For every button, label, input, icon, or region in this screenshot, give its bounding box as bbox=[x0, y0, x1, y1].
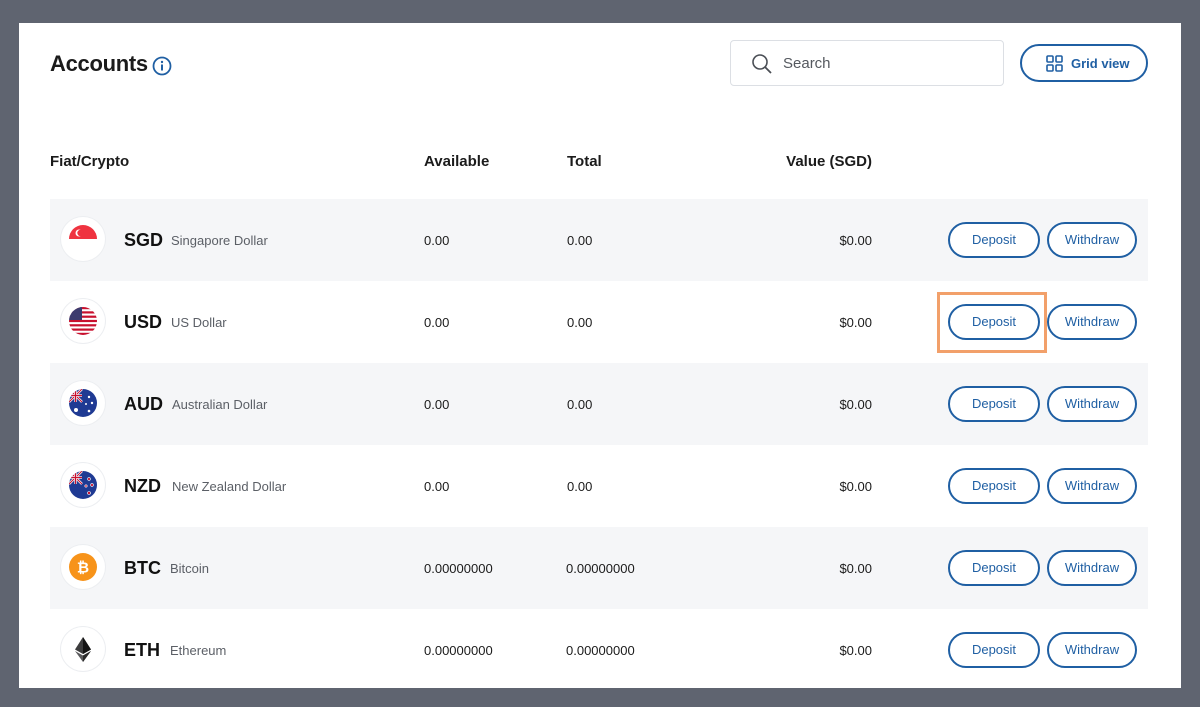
currency-name: Australian Dollar bbox=[172, 397, 268, 412]
search-placeholder: Search bbox=[783, 55, 831, 72]
available-amount: 0.00000000 bbox=[424, 561, 493, 576]
table-row: ₿ BTC Bitcoin 0.00000000 0.00000000 $0.0… bbox=[50, 527, 1148, 609]
currency-name: Ethereum bbox=[170, 643, 227, 658]
value-amount: $0.00 bbox=[839, 397, 872, 412]
available-amount: 0.00000000 bbox=[424, 643, 493, 658]
australia-flag-icon bbox=[61, 381, 105, 425]
value-amount: $0.00 bbox=[839, 479, 872, 494]
column-header-value[interactable]: Value (SGD) bbox=[786, 153, 872, 170]
column-header-available[interactable]: Available bbox=[424, 153, 490, 170]
currency-name: US Dollar bbox=[171, 315, 227, 330]
withdraw-button[interactable]: Withdraw bbox=[1047, 386, 1137, 422]
currency-name: New Zealand Dollar bbox=[172, 479, 287, 494]
available-amount: 0.00 bbox=[424, 479, 450, 494]
withdraw-button[interactable]: Withdraw bbox=[1047, 550, 1137, 586]
accounts-table: SGD Singapore Dollar 0.00 0.00 $0.00 Dep… bbox=[50, 199, 1148, 688]
currency-code: SGD bbox=[124, 230, 164, 250]
singapore-flag-icon bbox=[61, 217, 105, 261]
deposit-button[interactable]: Deposit bbox=[948, 550, 1040, 586]
deposit-button[interactable]: Deposit bbox=[948, 632, 1040, 668]
currency-code: NZD bbox=[124, 476, 161, 496]
table-row: SGD Singapore Dollar 0.00 0.00 $0.00 Dep… bbox=[50, 199, 1148, 281]
currency-code: AUD bbox=[124, 394, 163, 414]
total-amount: 0.00 bbox=[567, 315, 593, 330]
withdraw-button[interactable]: Withdraw bbox=[1047, 222, 1137, 258]
grid-icon bbox=[1046, 55, 1063, 72]
available-amount: 0.00 bbox=[424, 315, 450, 330]
total-amount: 0.00 bbox=[567, 397, 593, 412]
withdraw-button[interactable]: Withdraw bbox=[1047, 468, 1137, 504]
value-amount: $0.00 bbox=[839, 233, 872, 248]
available-amount: 0.00 bbox=[424, 233, 450, 248]
currency-name: Singapore Dollar bbox=[171, 233, 268, 248]
total-amount: 0.00 bbox=[567, 479, 593, 494]
deposit-button[interactable]: Deposit bbox=[948, 304, 1040, 340]
value-amount: $0.00 bbox=[839, 561, 872, 576]
available-amount: 0.00 bbox=[424, 397, 450, 412]
info-icon[interactable] bbox=[152, 56, 172, 76]
bitcoin-icon: ₿ bbox=[61, 545, 105, 589]
table-row: ETH Ethereum 0.00000000 0.00000000 $0.00… bbox=[50, 609, 1148, 688]
value-amount: $0.00 bbox=[839, 643, 872, 658]
column-header-asset[interactable]: Fiat/Crypto bbox=[50, 153, 130, 170]
value-amount: $0.00 bbox=[839, 315, 872, 330]
search-input[interactable]: Search bbox=[730, 40, 1004, 86]
table-row: AUD Australian Dollar 0.00 0.00 $0.00 De… bbox=[50, 363, 1148, 445]
currency-name: Bitcoin bbox=[170, 561, 210, 576]
grid-view-button[interactable]: Grid view bbox=[1020, 44, 1148, 82]
column-header-total[interactable]: Total bbox=[567, 153, 602, 170]
currency-code: BTC bbox=[124, 558, 161, 578]
deposit-button[interactable]: Deposit bbox=[948, 468, 1040, 504]
grid-view-label: Grid view bbox=[1071, 56, 1130, 71]
withdraw-button[interactable]: Withdraw bbox=[1047, 632, 1137, 668]
ethereum-icon bbox=[61, 627, 105, 671]
table-row: NZD New Zealand Dollar 0.00 0.00 $0.00 D… bbox=[50, 445, 1148, 527]
currency-code: USD bbox=[124, 312, 163, 332]
svg-text:₿: ₿ bbox=[77, 559, 89, 577]
search-icon bbox=[752, 54, 772, 74]
withdraw-button[interactable]: Withdraw bbox=[1047, 304, 1137, 340]
total-amount: 0.00000000 bbox=[566, 643, 635, 658]
deposit-button[interactable]: Deposit bbox=[948, 222, 1040, 258]
us-flag-icon bbox=[61, 299, 105, 343]
new-zealand-flag-icon bbox=[61, 463, 105, 507]
deposit-button[interactable]: Deposit bbox=[948, 386, 1040, 422]
table-row: USD US Dollar 0.00 0.00 $0.00 Deposit Wi… bbox=[50, 281, 1148, 363]
currency-code: ETH bbox=[124, 640, 160, 660]
total-amount: 0.00000000 bbox=[566, 561, 635, 576]
total-amount: 0.00 bbox=[567, 233, 593, 248]
accounts-panel: Accounts Search Grid view Fiat/Crypto Av… bbox=[19, 23, 1181, 688]
page-title: Accounts bbox=[50, 51, 148, 76]
